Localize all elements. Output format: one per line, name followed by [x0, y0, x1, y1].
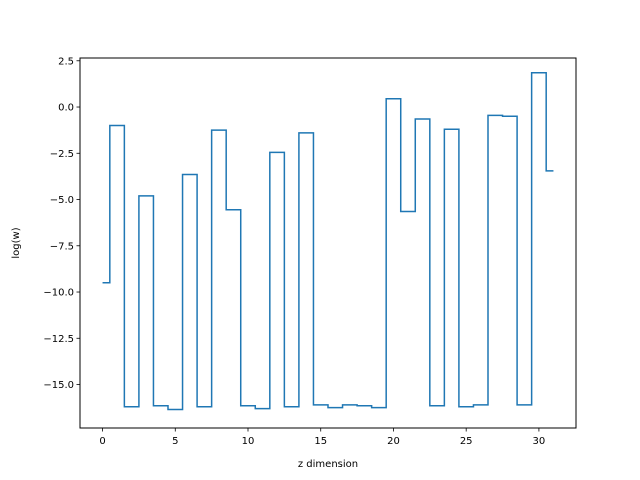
y-tick-label: −5.0 — [50, 195, 74, 206]
axes-frame — [79, 57, 577, 429]
y-tick-label: −15.0 — [43, 380, 74, 391]
x-tick-label: 15 — [314, 436, 327, 447]
y-axis-label: log(w) — [11, 227, 22, 258]
series-line-0 — [102, 72, 554, 411]
y-axis-ticks: 2.5 0.0 −2.5 −5.0 −7.5 −10.0 −12.5 −15.0 — [43, 56, 80, 391]
x-tick-label: 30 — [533, 436, 546, 447]
y-tick-label: 2.5 — [58, 56, 74, 67]
x-tick-label: 5 — [172, 436, 178, 447]
y-tick-label: −10.0 — [43, 288, 74, 299]
y-tick-label: −12.5 — [43, 334, 74, 345]
x-tick-label: 25 — [460, 436, 473, 447]
x-tick-label: 20 — [387, 436, 400, 447]
x-axis-ticks: 0 5 10 15 20 25 30 — [99, 428, 545, 447]
y-tick-label: −7.5 — [50, 241, 74, 252]
x-tick-label: 0 — [99, 436, 105, 447]
x-axis-label: z dimension — [298, 459, 358, 470]
series-group — [102, 72, 554, 411]
y-tick-label: 0.0 — [58, 103, 74, 114]
x-tick-label: 10 — [242, 436, 255, 447]
y-tick-label: −2.5 — [50, 149, 74, 160]
